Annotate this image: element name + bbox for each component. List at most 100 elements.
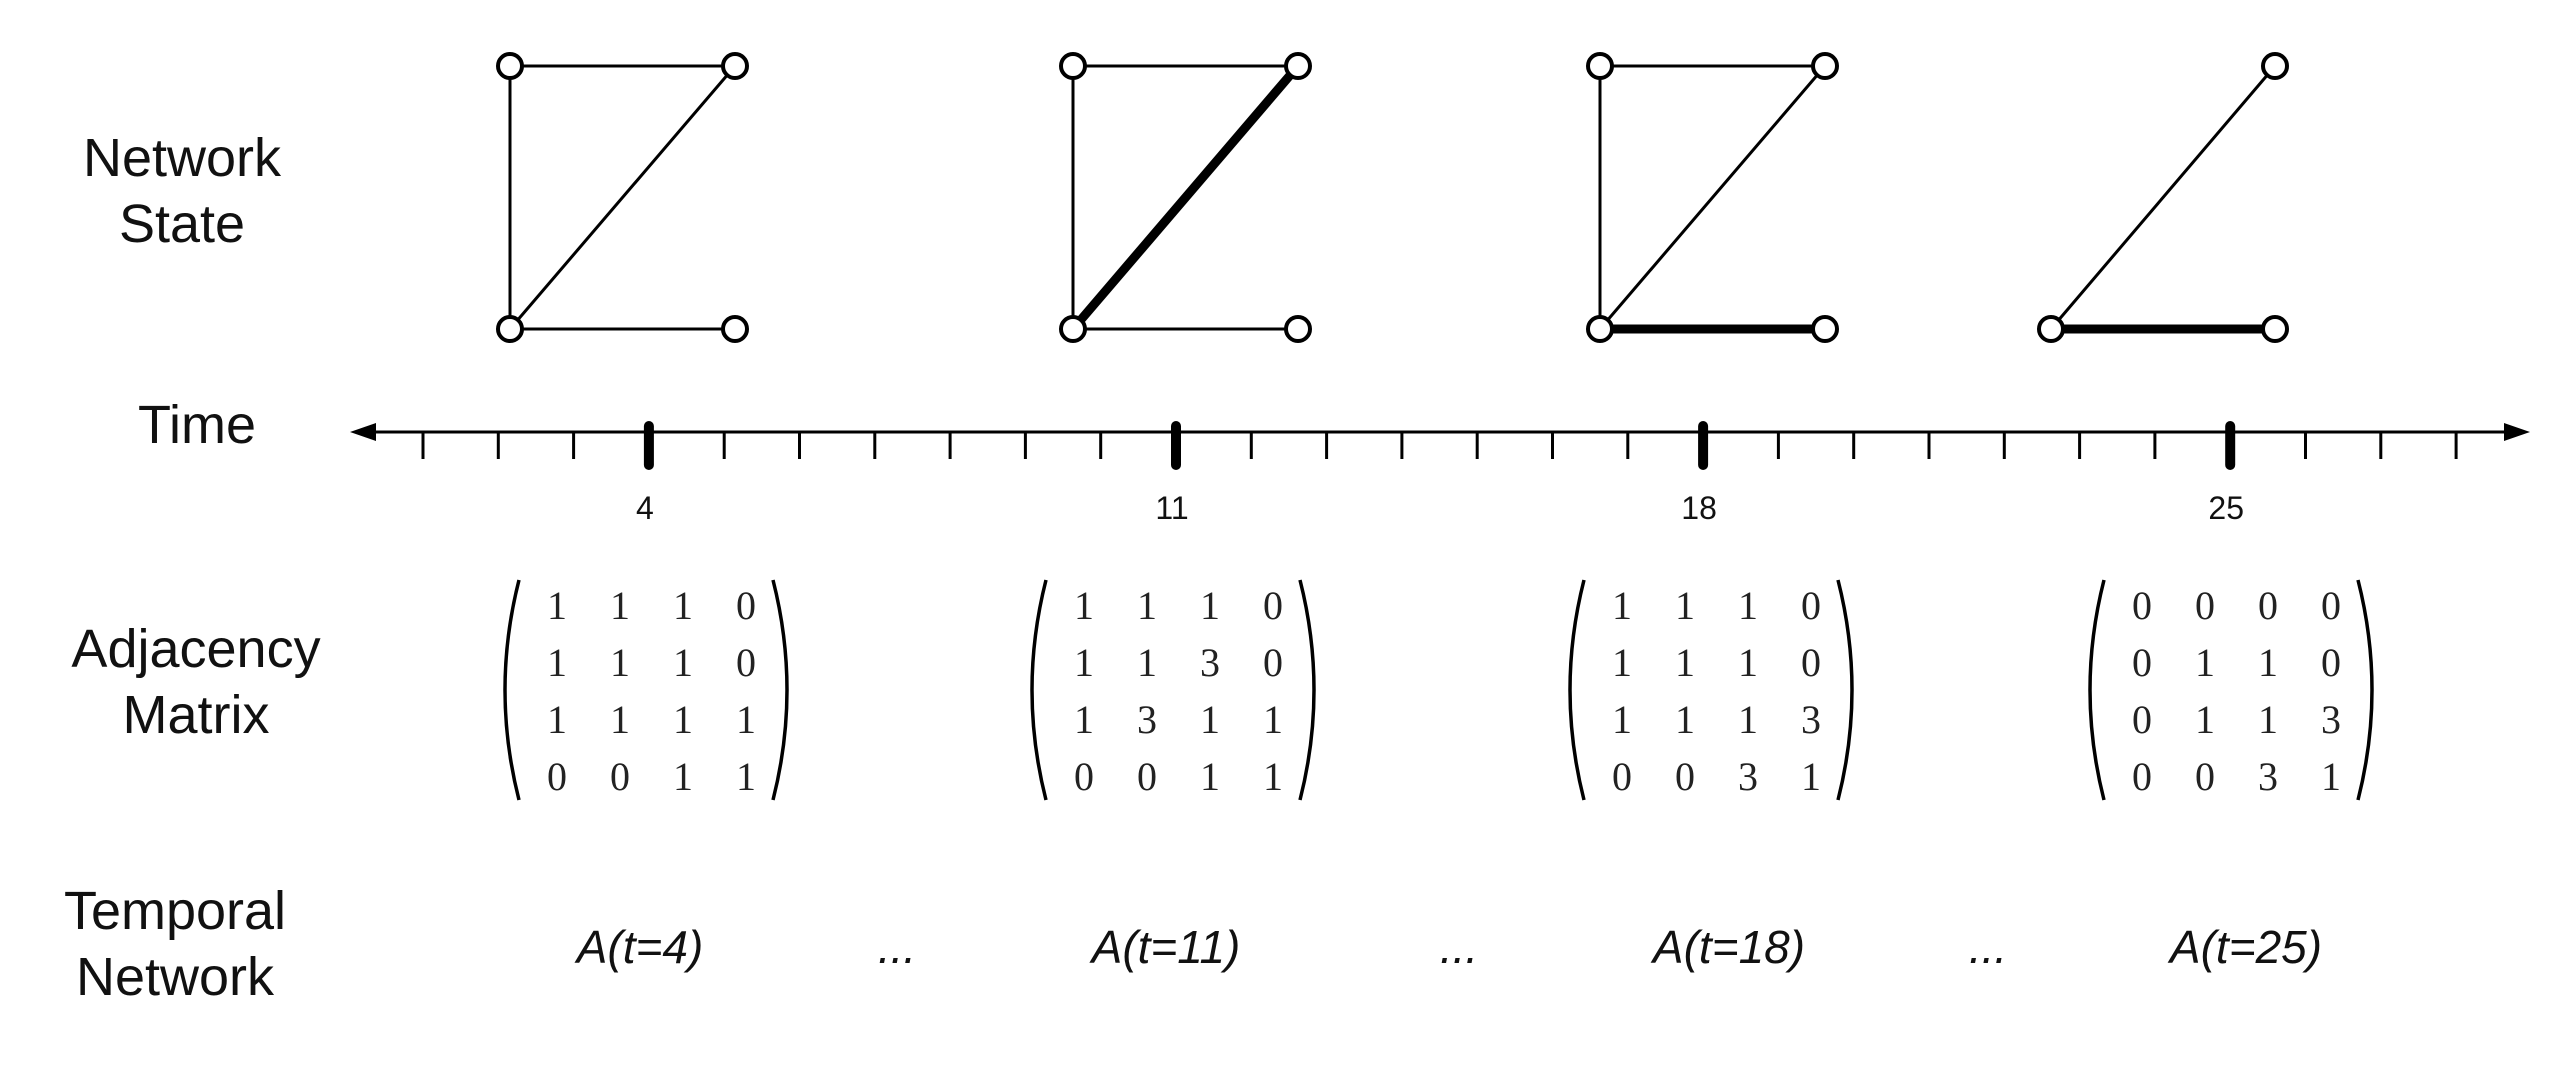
matrix-t11: 1 1 1 01 1 3 01 3 1 10 0 1 1 <box>1030 579 1316 801</box>
graph-t11 <box>1059 52 1312 343</box>
node-1 <box>1284 52 1312 80</box>
matrix-cell: 0 <box>1801 583 1821 628</box>
matrix-cell: 1 <box>547 583 567 628</box>
ellipsis-1: ... <box>878 921 916 973</box>
matrix-cell: 1 <box>673 583 693 628</box>
node-2 <box>1586 315 1614 343</box>
matrix-cell: 1 <box>1738 583 1758 628</box>
adjacency-matrix-label-line1: Adjacency <box>71 619 320 679</box>
matrix-right-paren <box>1298 579 1316 801</box>
matrix-cell: 1 <box>1200 754 1220 799</box>
matrix-cell: 0 <box>2132 583 2152 628</box>
matrix-cell: 0 <box>1263 583 1283 628</box>
timeline-left-arrow-icon <box>350 423 376 441</box>
matrix-cell: 1 <box>1675 640 1695 685</box>
matrix-cell: 0 <box>1263 640 1283 685</box>
matrix-cell: 1 <box>2258 640 2278 685</box>
node-0 <box>1586 52 1614 80</box>
row-labels: Network State Time Adjacency Matrix Temp… <box>64 128 321 1007</box>
network-state-label-line1: Network <box>83 128 282 188</box>
graph-t25 <box>2037 52 2289 343</box>
matrix-left-paren <box>503 579 521 801</box>
matrix-t4: 1 1 1 01 1 1 01 1 1 10 0 1 1 <box>503 579 789 801</box>
matrix-cell: 0 <box>736 640 756 685</box>
graph-t18 <box>1586 52 1839 343</box>
matrix-cell: 1 <box>1612 640 1632 685</box>
matrix-cell: 1 <box>2195 640 2215 685</box>
matrix-cell: 0 <box>1612 754 1632 799</box>
matrix-cell: 1 <box>2258 697 2278 742</box>
matrix-cell: 0 <box>2321 640 2341 685</box>
matrix-t25: 0 0 0 00 1 1 00 1 1 30 0 3 1 <box>2088 579 2374 801</box>
timeline-label-11: 11 <box>1155 490 1188 526</box>
edge-1-2 <box>2049 65 2277 330</box>
matrix-cell: 1 <box>673 640 693 685</box>
timeline-label-18: 18 <box>1681 490 1717 526</box>
matrix-t18: 1 1 1 01 1 1 01 1 1 30 0 3 1 <box>1568 579 1854 801</box>
edge-1-2 <box>1598 65 1827 330</box>
matrix-cell: 1 <box>547 640 567 685</box>
matrix-cell: 0 <box>1137 754 1157 799</box>
network-state-graphs <box>496 52 2289 343</box>
edge-1-2 <box>508 65 737 330</box>
matrix-left-paren <box>2088 579 2106 801</box>
matrix-cell: 3 <box>1801 697 1821 742</box>
edge-1-2-heavy <box>1069 63 1302 332</box>
node-3 <box>2261 315 2289 343</box>
matrix-right-paren <box>2356 579 2374 801</box>
matrix-cell: 1 <box>673 754 693 799</box>
matrix-cell: 3 <box>1200 640 1220 685</box>
matrix-cell: 1 <box>1675 583 1695 628</box>
matrix-cell: 1 <box>1200 697 1220 742</box>
matrix-cell: 1 <box>1074 640 1094 685</box>
matrix-cell: 0 <box>2132 640 2152 685</box>
matrix-cell: 1 <box>736 697 756 742</box>
matrix-cell: 1 <box>547 697 567 742</box>
matrix-cell: 1 <box>736 754 756 799</box>
time-label: Time <box>138 395 256 455</box>
node-2 <box>496 315 524 343</box>
temporal-network-label-line1: Temporal <box>64 881 286 941</box>
matrix-cell: 0 <box>1675 754 1695 799</box>
matrix-cell: 0 <box>736 583 756 628</box>
matrix-cell: 0 <box>2132 754 2152 799</box>
matrix-cell: 0 <box>1074 754 1094 799</box>
node-0 <box>1059 52 1087 80</box>
adjacency-matrices: 1 1 1 01 1 1 01 1 1 10 0 1 11 1 1 01 1 3 01 3 1 10 0 1 11 1 1 01 1 1 0… <box>503 579 2374 801</box>
timeline-axis: 4 11 18 25 <box>350 421 2530 526</box>
temporal-label-t25: A(t=25) <box>2167 921 2322 973</box>
matrix-cell: 1 <box>610 583 630 628</box>
matrix-cell: 1 <box>1675 697 1695 742</box>
matrix-cell: 1 <box>1074 583 1094 628</box>
temporal-network-row: A(t=4) ... A(t=11) ... A(t=18) ... A(t=2… <box>574 921 2322 973</box>
matrix-cell: 1 <box>1263 697 1283 742</box>
ellipsis-2: ... <box>1440 921 1478 973</box>
graph-t4 <box>496 52 749 343</box>
matrix-right-paren <box>1836 579 1854 801</box>
matrix-cell: 0 <box>2258 583 2278 628</box>
matrix-cell: 1 <box>1738 640 1758 685</box>
matrix-cell: 0 <box>2132 697 2152 742</box>
node-1 <box>1811 52 1839 80</box>
matrix-left-paren <box>1568 579 1586 801</box>
network-state-label-line2: State <box>119 194 245 254</box>
matrix-cell: 3 <box>1738 754 1758 799</box>
matrix-cell: 3 <box>1137 697 1157 742</box>
timeline-label-25: 25 <box>2208 490 2244 526</box>
temporal-label-t11: A(t=11) <box>1089 921 1241 973</box>
matrix-cell: 1 <box>610 697 630 742</box>
matrix-cell: 1 <box>1200 583 1220 628</box>
matrix-cell: 0 <box>2321 583 2341 628</box>
matrix-right-paren <box>771 579 789 801</box>
matrix-cell: 1 <box>1263 754 1283 799</box>
matrix-cell: 1 <box>1612 583 1632 628</box>
matrix-cell: 1 <box>1612 697 1632 742</box>
node-1 <box>721 52 749 80</box>
matrix-cell: 3 <box>2258 754 2278 799</box>
timeline-right-arrow-icon <box>2504 423 2530 441</box>
node-1 <box>2261 52 2289 80</box>
matrix-cell: 1 <box>2321 754 2341 799</box>
ellipsis-3: ... <box>1969 921 2007 973</box>
node-3 <box>1284 315 1312 343</box>
